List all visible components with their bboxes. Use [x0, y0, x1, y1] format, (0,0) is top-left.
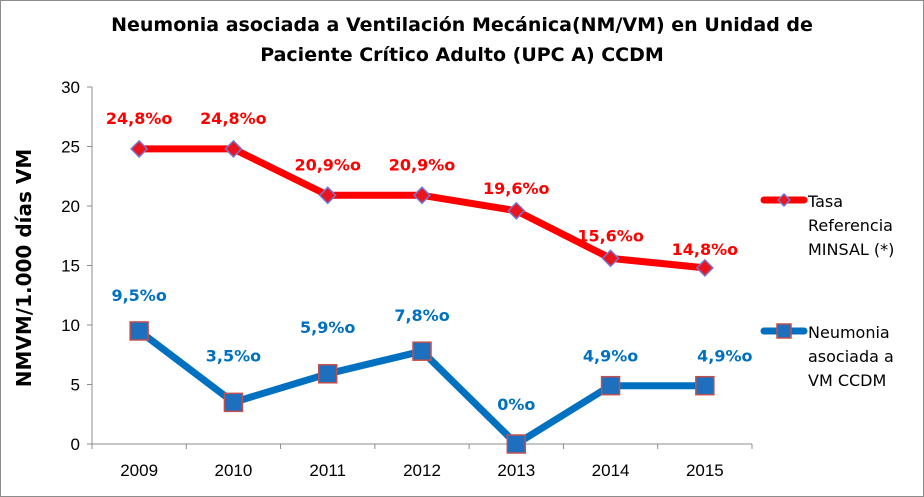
data-point-0-4 — [507, 201, 526, 220]
y-tick-label: 15 — [61, 257, 80, 276]
legend-marker-1 — [776, 323, 792, 339]
legend-label-line: asociada a — [808, 347, 894, 366]
x-tick-label: 2012 — [403, 461, 441, 480]
data-point-1-4 — [506, 434, 527, 454]
legend-markers — [760, 192, 808, 339]
data-point-0-1 — [224, 139, 243, 158]
legend-label-line: Tasa — [808, 192, 844, 211]
y-tick-label: 25 — [61, 138, 80, 157]
data-point-1-2 — [317, 364, 338, 384]
series-markers — [129, 139, 715, 454]
data-label-0-0: 24,8%o — [106, 109, 173, 128]
data-label-0-4: 19,6%o — [483, 179, 550, 198]
data-label-1-2: 5,9%o — [300, 318, 355, 337]
data-point-1-1 — [223, 392, 244, 413]
x-tick-label: 2009 — [120, 461, 158, 480]
legend-marker-0 — [776, 192, 792, 208]
axes: 0 5 10 15 20 25 30 2009 2010 2011 2012 2013 2014 2015 — [61, 78, 753, 480]
chart-title-line-2: Paciente Crítico Adulto (UPC A) CCDM — [260, 44, 664, 66]
data-label-0-1: 24,8%o — [200, 109, 267, 128]
y-tick-label: 5 — [71, 376, 80, 395]
legend-label-line: Neumonia — [808, 323, 890, 342]
data-point-1-5 — [600, 375, 621, 396]
data-label-1-5: 4,9%o — [583, 347, 638, 366]
data-label-0-3: 20,9%o — [389, 155, 456, 174]
x-tick-label: 2014 — [592, 461, 630, 480]
data-label-0-2: 20,9%o — [294, 155, 361, 174]
data-point-1-6 — [695, 375, 715, 396]
chart-title-line-1: Neumonia asociada a Ventilación Mecánica… — [111, 14, 813, 36]
data-label-1-4: 0%o — [497, 395, 535, 414]
legend-label-line: VM CCDM — [808, 371, 887, 390]
data-label-1-0: 9,5%o — [111, 286, 166, 305]
y-tick-label: 30 — [61, 78, 80, 97]
data-point-0-3 — [412, 186, 432, 205]
x-tick-label: 2010 — [215, 461, 253, 480]
x-tick-label: 2011 — [309, 461, 346, 480]
y-tick-label: 10 — [61, 316, 80, 335]
data-point-0-5 — [601, 249, 620, 268]
legend-label-line: Referencia — [808, 216, 893, 235]
data-label-1-6: 4,9%o — [697, 347, 752, 366]
data-point-0-0 — [130, 139, 149, 158]
y-tick-label: 20 — [61, 197, 80, 216]
legend-label-line: MINSAL (*) — [808, 240, 895, 259]
data-point-1-3 — [412, 341, 432, 361]
legend-entry-neumonia-ccdm: Neumonia asociada a VM CCDM — [808, 321, 894, 393]
data-label-1-3: 7,8%o — [394, 306, 449, 325]
data-point-1-0 — [129, 321, 149, 341]
chart-title: Neumonia asociada a Ventilación Mecánica… — [0, 10, 924, 70]
y-tick-label: 0 — [71, 435, 80, 454]
data-label-1-1: 3,5%o — [206, 346, 261, 365]
data-label-0-5: 15,6%o — [577, 226, 644, 245]
legend-entry-tasa-referencia: Tasa Referencia MINSAL (*) — [808, 190, 894, 262]
data-point-0-6 — [695, 258, 714, 277]
x-tick-label: 2015 — [686, 461, 724, 480]
data-point-0-2 — [318, 186, 337, 205]
data-label-0-6: 14,8%o — [672, 240, 739, 259]
data-labels: 24,8%o 24,8%o 20,9%o 20,9%o 19,6%o 15,6%o 14,8… — [106, 109, 753, 414]
x-tick-label: 2013 — [497, 461, 535, 480]
